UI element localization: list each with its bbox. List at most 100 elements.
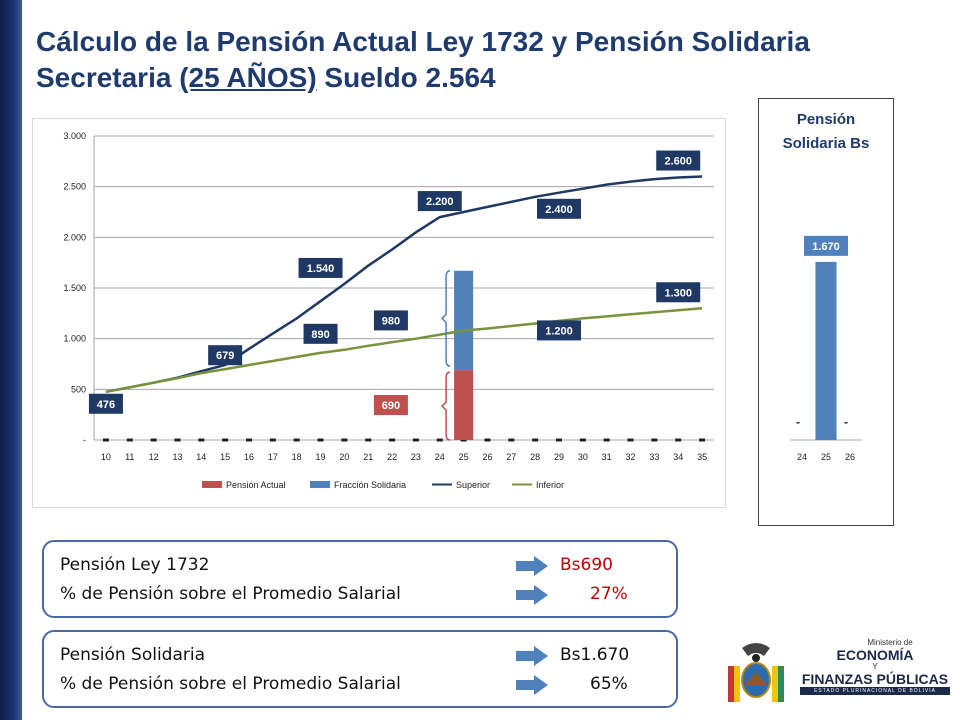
data-label: 679	[216, 350, 234, 362]
zero-marker	[532, 438, 539, 442]
box1-label-1: Pensión Ley 1732	[60, 555, 210, 575]
zero-marker	[436, 438, 443, 442]
zero-marker	[412, 438, 419, 442]
title-prefix: Secretaria	[36, 62, 180, 93]
arrow-right-icon	[516, 556, 548, 576]
side-chart-title: Solidaria Bs	[783, 135, 870, 152]
data-label-box	[88, 393, 123, 414]
data-label: 1.540	[307, 263, 335, 275]
box1-label-2: % de Pensión sobre el Promedio Salarial	[60, 584, 401, 604]
ley1732-summary-box: Pensión Ley 1732 % de Pensión sobre el P…	[42, 540, 678, 618]
page-title: Cálculo de la Pensión Actual Ley 1732 y …	[36, 24, 936, 96]
x-tick-label: 33	[649, 452, 659, 462]
legend-label: Fracción Solidaria	[334, 480, 406, 490]
side-label-box	[804, 235, 848, 256]
zero-marker	[198, 438, 205, 442]
zero-marker	[150, 438, 157, 442]
data-label: 2.200	[426, 196, 454, 208]
zero-marker	[317, 438, 324, 442]
line-superior	[105, 175, 703, 394]
box1-value-1: Bs690	[560, 555, 613, 575]
zero-marker	[246, 438, 252, 442]
box2-value-1: Bs1.670	[560, 645, 630, 665]
zero-marker	[603, 438, 610, 442]
logo-line-2: FINANZAS PÚBLICAS	[801, 671, 949, 687]
x-tick-label: 27	[506, 452, 516, 462]
x-tick-label: 24	[435, 452, 445, 462]
x-tick-label: 11	[125, 452, 134, 462]
zero-marker	[699, 438, 706, 442]
side-x-tick-label: 24	[797, 452, 807, 462]
zero-marker	[293, 438, 300, 442]
zero-marker	[222, 438, 229, 442]
bolivia-coat-of-arms-icon	[728, 643, 784, 702]
data-label: 980	[382, 315, 400, 327]
data-label-box	[656, 282, 701, 303]
x-tick-label: 12	[149, 452, 159, 462]
pension-chart: - 500 1.000 1.500 2.000 2.500 3.000 10 11 12 13 14 1…	[32, 118, 726, 508]
zero-marker	[556, 438, 562, 442]
legend-label: Pensión Actual	[226, 480, 286, 490]
zero-marker	[341, 438, 348, 442]
brace	[441, 270, 451, 367]
y-tick-label: 2.500	[63, 182, 86, 192]
side-data-label: 1.670	[812, 241, 840, 253]
title-underlined: (25 AÑOS)	[179, 62, 317, 93]
logo-tag: ESTADO PLURINACIONAL DE BOLIVIA	[800, 687, 950, 695]
data-label-box	[417, 191, 462, 212]
box2-label-1: Pensión Solidaria	[60, 645, 206, 665]
data-label: 690	[382, 400, 400, 412]
solidaria-summary-box: Pensión Solidaria % de Pensión sobre el …	[42, 630, 678, 708]
data-label: 1.200	[545, 325, 573, 337]
x-tick-label: 23	[411, 452, 421, 462]
zero-marker	[508, 438, 515, 442]
left-accent-bar	[0, 0, 22, 720]
y-tick-label: 1.500	[63, 283, 86, 293]
logo-line-1: ECONOMÍA	[836, 647, 914, 663]
zero-marker	[102, 438, 109, 442]
data-label-box	[373, 395, 408, 416]
zero-marker	[174, 438, 181, 442]
logo-small-text: Ministerio de	[867, 638, 913, 647]
y-tick-label: 2.000	[63, 232, 86, 242]
zero-marker	[126, 438, 133, 442]
zero-marker	[579, 438, 586, 442]
legend-label: Inferior	[536, 480, 564, 490]
x-tick-label: 15	[220, 452, 230, 462]
side-bar	[815, 261, 837, 440]
bar-pensión-actual	[454, 370, 474, 440]
y-tick-label: 1.000	[63, 334, 86, 344]
zero-marker	[365, 438, 372, 442]
x-tick-label: 32	[626, 452, 636, 462]
zero-marker	[389, 438, 396, 442]
y-tick-label: 3.000	[63, 131, 86, 141]
data-label-box	[303, 323, 338, 344]
x-tick-label: 16	[244, 452, 254, 462]
bar-fracción-solidaria	[454, 270, 474, 371]
data-label-box	[298, 257, 343, 278]
x-tick-label: 18	[292, 452, 302, 462]
x-tick-label: 28	[530, 452, 540, 462]
title-line-1: Cálculo de la Pensión Actual Ley 1732 y …	[36, 26, 810, 57]
data-label: 2.600	[664, 156, 692, 168]
side-data-label: -	[844, 415, 848, 429]
data-label-box	[656, 150, 701, 171]
arrow-right-icon	[516, 646, 548, 666]
x-tick-label: 21	[363, 452, 373, 462]
legend-swatch	[202, 481, 222, 488]
data-label-box	[537, 320, 581, 341]
brace	[441, 371, 451, 441]
line-inferior	[105, 307, 703, 394]
zero-marker	[484, 438, 491, 442]
data-label-box	[537, 198, 581, 219]
title-line-2: Secretaria (25 AÑOS) Sueldo 2.564	[36, 60, 936, 96]
x-tick-label: 34	[673, 452, 683, 462]
x-tick-label: 25	[459, 452, 469, 462]
x-tick-label: 19	[316, 452, 326, 462]
zero-marker	[675, 438, 682, 442]
box2-label-2: % de Pensión sobre el Promedio Salarial	[60, 674, 401, 694]
x-tick-label: 29	[554, 452, 564, 462]
arrow-right-icon	[516, 585, 548, 605]
x-tick-label: 13	[172, 452, 182, 462]
arrow-right-icon	[516, 675, 548, 695]
